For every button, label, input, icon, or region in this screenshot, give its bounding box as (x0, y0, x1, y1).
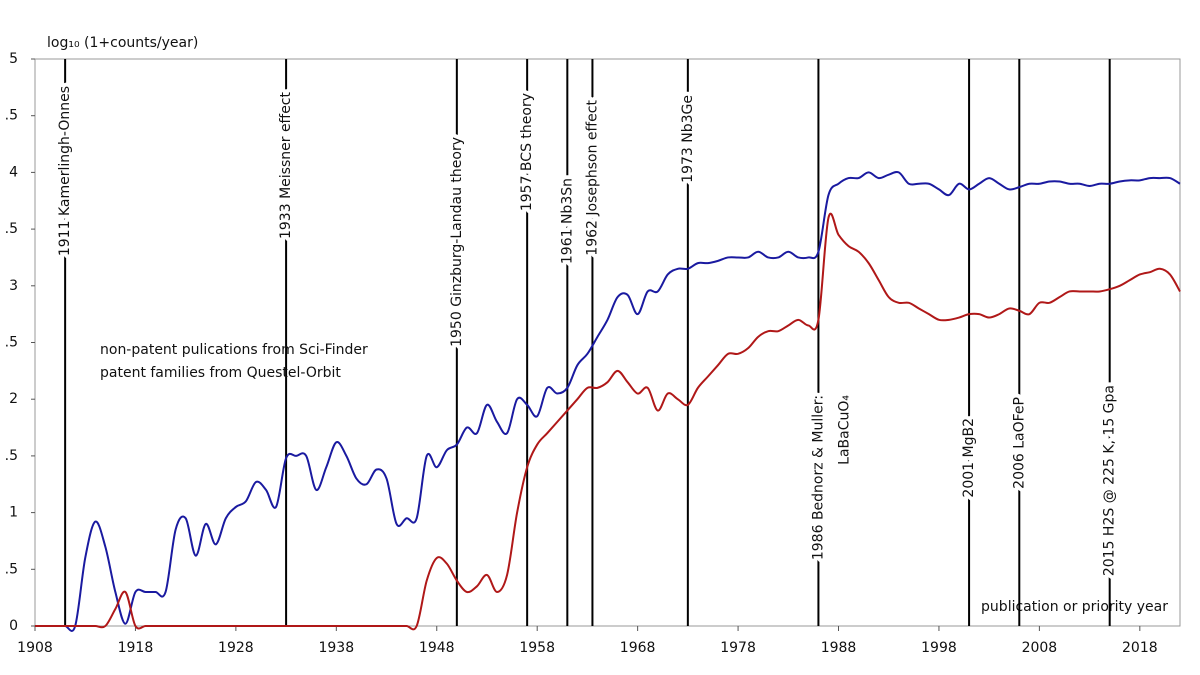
x-tick-label: 1998 (921, 640, 957, 656)
annotation-label: 1950 Ginzburg-Landau theory (449, 137, 465, 347)
annotation-label: 2001 MgB2 (961, 418, 977, 498)
annotation-label: 1962 Josephson effect (584, 99, 600, 255)
y-tick-label: 3 (9, 278, 18, 294)
annotation-label: 1961 Nb3Sn (559, 178, 575, 264)
y-tick-label: .5 (5, 221, 18, 237)
annotation-label: 1957 BCS theory (519, 93, 535, 211)
x-tick-label: 1988 (821, 640, 857, 656)
x-tick-label: 1968 (620, 640, 656, 656)
x-tick-label: 2018 (1122, 640, 1158, 656)
y-tick-label: 1 (9, 505, 18, 521)
y-tick-label: .5 (5, 108, 18, 124)
annotation-label: 1986 Bednorz & Muller: (810, 395, 826, 560)
annotation-label: 2015 H2S @ 225 K, 15 Gpa (1102, 385, 1118, 576)
annotation-label: LaBaCuO₄ (836, 395, 852, 465)
y-tick-label: 4 (9, 164, 18, 180)
x-tick-label: 1918 (118, 640, 154, 656)
y-tick-label: .5 (5, 561, 18, 577)
annotation-label: 2006 LaOFeP (1011, 397, 1027, 489)
annotation-label: 1973 Nb3Ge (680, 95, 696, 183)
y-tick-label: .5 (5, 448, 18, 464)
y-axis-title: log₁₀ (1+counts/year) (47, 35, 198, 51)
x-tick-label: 1978 (720, 640, 756, 656)
legend-entry: patent families from Questel-Orbit (100, 365, 341, 381)
annotation-label: 1911 Kamerlingh-Onnes (57, 86, 73, 256)
x-tick-label: 1948 (419, 640, 455, 656)
legend-entry: non-patent pulications from Sci-Finder (100, 342, 368, 358)
x-tick-label: 1938 (318, 640, 354, 656)
x-tick-label: 1928 (218, 640, 254, 656)
annotation-label: 1933 Meissner effect (278, 91, 294, 239)
x-tick-label: 1958 (519, 640, 555, 656)
y-tick-label: .5 (5, 335, 18, 351)
series-line (35, 170, 1181, 632)
x-tick-label: 1908 (17, 640, 53, 656)
y-tick-label: 5 (9, 51, 18, 67)
y-tick-label: 2 (9, 391, 18, 407)
x-tick-label: 2008 (1022, 640, 1058, 656)
x-axis-title: publication or priority year (981, 599, 1168, 615)
y-tick-label: 0 (9, 618, 18, 634)
series-line (35, 212, 1181, 631)
